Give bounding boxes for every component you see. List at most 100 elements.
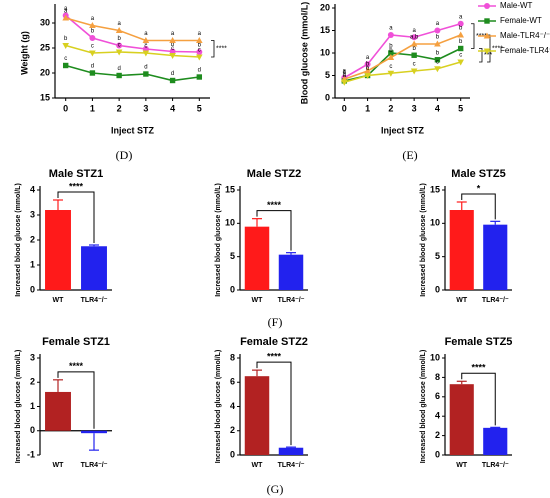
- significance-bracket: [256, 361, 292, 446]
- point: [62, 14, 69, 21]
- point: [89, 70, 96, 76]
- y-tick-label: 4: [30, 184, 35, 194]
- series-line: [343, 22, 461, 79]
- y-tick-label: 0: [230, 284, 235, 294]
- x-tick-label: WT: [53, 297, 65, 304]
- y-tick-label: 20: [40, 67, 50, 77]
- y-tick-label: 3: [30, 352, 35, 362]
- point: [142, 37, 150, 43]
- point-label: c: [118, 43, 121, 49]
- point-label: a: [91, 16, 95, 22]
- x-tick-label: 2: [117, 103, 122, 113]
- point: [457, 31, 464, 38]
- point-label: b: [198, 43, 202, 49]
- significance-bracket: [471, 23, 475, 49]
- series-line: [344, 34, 461, 80]
- y-axis-label: Increased blood glucose (mmol/L): [215, 350, 222, 464]
- point-label: a: [412, 28, 416, 34]
- chart-title: Female STZ5: [445, 336, 513, 348]
- bar: [45, 391, 71, 431]
- x-axis-label: Inject STZ: [111, 125, 155, 135]
- panel-label: (D): [116, 148, 133, 162]
- point: [116, 72, 122, 79]
- chart-title: Male STZ2: [247, 168, 301, 180]
- y-tick-label: 0: [435, 449, 440, 459]
- point: [457, 20, 464, 27]
- point: [434, 40, 441, 47]
- point-label: d: [91, 64, 94, 70]
- x-tick-label: 1: [90, 103, 95, 113]
- y-axis-label: Increased blood glucose (mmol/L): [215, 183, 222, 297]
- point: [434, 27, 441, 34]
- x-tick-label: TLR4⁻/⁻: [81, 462, 108, 469]
- point-label: b: [171, 42, 175, 48]
- point-label: c: [144, 44, 147, 50]
- y-tick-label: 5: [435, 251, 440, 261]
- point: [483, 48, 491, 55]
- point-label: a: [366, 55, 370, 61]
- point: [62, 62, 69, 69]
- legend-label: Female-TLR4⁻/⁻: [500, 46, 550, 55]
- point: [410, 40, 418, 47]
- bar: [278, 254, 304, 290]
- point: [457, 45, 464, 52]
- y-tick-label: 0: [30, 284, 35, 294]
- x-tick-label: TLR4⁻/⁻: [482, 462, 509, 469]
- y-tick-label: 2: [30, 377, 35, 387]
- significance-bracket: [211, 40, 215, 58]
- point-label: b: [91, 29, 95, 35]
- point-label: a: [171, 31, 175, 37]
- point-label: c: [64, 56, 67, 62]
- x-tick-label: 0: [63, 103, 68, 113]
- point-label: a: [64, 9, 68, 15]
- bar: [244, 226, 270, 290]
- x-tick-label: WT: [53, 462, 65, 469]
- significance-bracket: [57, 191, 95, 243]
- y-tick-label: 2: [30, 234, 35, 244]
- point-label: c: [413, 62, 416, 68]
- series-line: [344, 47, 462, 82]
- point: [387, 32, 394, 38]
- x-axis-label: Inject STZ: [381, 125, 425, 135]
- chart-title: Female STZ1: [42, 336, 110, 348]
- point-label: a: [389, 26, 393, 32]
- point: [196, 49, 203, 55]
- point-label: a: [343, 73, 347, 79]
- point-label: c: [389, 64, 392, 70]
- point-label: c: [436, 59, 439, 65]
- point: [196, 74, 203, 80]
- point: [115, 49, 123, 56]
- point: [484, 3, 490, 9]
- series-line: [65, 44, 200, 58]
- y-tick-label: 15: [225, 184, 235, 194]
- significance-label: ****: [69, 181, 84, 191]
- panel-label: (G): [267, 482, 284, 496]
- y-axis-label: Increased blood glucose (mmol/L): [420, 183, 427, 297]
- y-tick-label: 10: [430, 352, 440, 362]
- significance-bracket: [461, 372, 496, 426]
- point: [143, 71, 149, 77]
- x-tick-label: TLR4⁻/⁻: [482, 297, 509, 304]
- point-label: b: [436, 35, 440, 41]
- y-axis-label: Weight (g): [19, 31, 29, 75]
- point-label: a: [117, 21, 121, 27]
- point: [434, 66, 441, 73]
- y-axis-label: Increased blood glucose (mmol/L): [15, 183, 22, 297]
- y-tick-label: 2: [230, 425, 235, 435]
- y-tick-label: 10: [320, 47, 330, 57]
- y-tick-label: 15: [40, 92, 50, 102]
- point: [169, 37, 176, 43]
- point: [142, 50, 150, 57]
- significance-label: *: [477, 183, 481, 193]
- point: [388, 50, 394, 56]
- bar: [483, 427, 508, 455]
- point-label: c: [171, 46, 174, 52]
- x-tick-label: 5: [458, 103, 463, 113]
- point-label: a: [144, 31, 148, 37]
- x-tick-label: 4: [435, 103, 440, 113]
- legend-label: Male-TLR4⁻/⁻: [500, 31, 550, 40]
- point-label: a: [343, 70, 347, 76]
- point: [89, 35, 96, 41]
- point: [387, 54, 395, 60]
- point-label: c: [459, 53, 462, 59]
